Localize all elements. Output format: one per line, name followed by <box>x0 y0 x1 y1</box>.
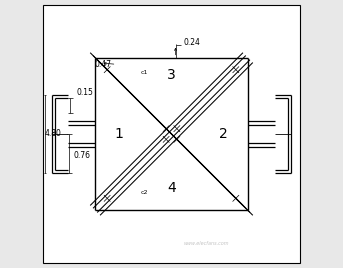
Text: 0.76: 0.76 <box>74 151 91 160</box>
Text: c1: c1 <box>141 70 148 75</box>
Text: 0.15: 0.15 <box>76 88 93 97</box>
Text: 0.47: 0.47 <box>94 60 111 69</box>
Text: c2: c2 <box>141 191 148 195</box>
Text: www.elecfans.com: www.elecfans.com <box>184 241 229 246</box>
Text: 1: 1 <box>115 127 124 141</box>
Text: 4: 4 <box>167 181 176 195</box>
Text: 3: 3 <box>167 68 176 82</box>
Text: 2: 2 <box>220 127 228 141</box>
Text: 0.24: 0.24 <box>183 38 200 47</box>
Text: 4.80: 4.80 <box>45 129 62 139</box>
